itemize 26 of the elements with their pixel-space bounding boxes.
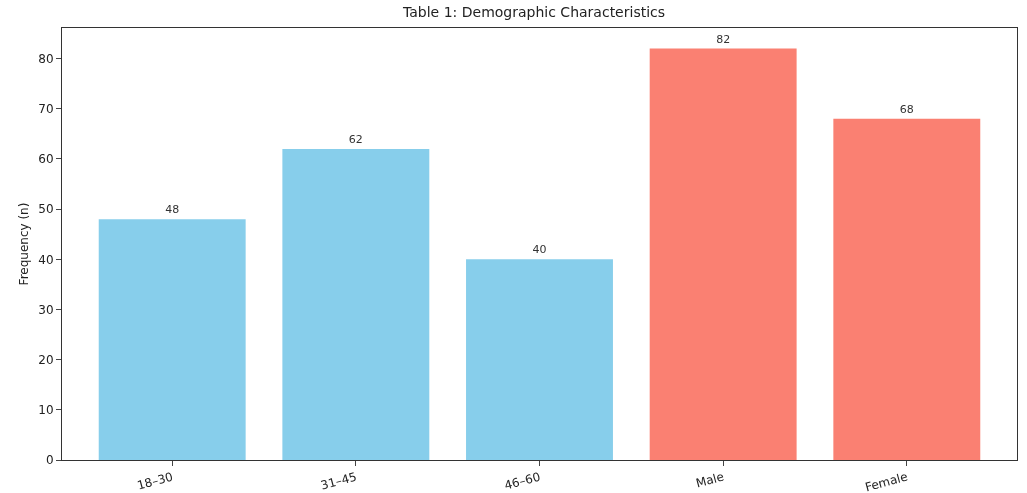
x-tick-label: 31–45	[319, 469, 359, 493]
x-tick-label: Male	[694, 469, 726, 491]
y-tick-label: 10	[38, 403, 54, 418]
y-tick-label: 70	[38, 101, 54, 116]
y-tick-label: 30	[38, 302, 54, 317]
bar	[98, 219, 246, 460]
chart-title: Table 1: Demographic Characteristics	[402, 4, 666, 21]
data-label: 82	[716, 32, 731, 46]
y-tick-label: 80	[38, 51, 54, 66]
data-label: 40	[532, 243, 547, 257]
y-tick-label: 20	[38, 352, 54, 367]
bar	[282, 148, 430, 460]
y-tick-label: 50	[38, 202, 54, 217]
data-label: 48	[165, 203, 180, 217]
y-tick-label: 40	[38, 252, 54, 267]
bar	[649, 48, 797, 460]
y-axis-title: Frequency (n)	[17, 202, 31, 286]
x-tick-label: 18–30	[135, 469, 175, 493]
bar	[466, 259, 613, 460]
x-tick-label: 46–60	[502, 469, 542, 493]
data-label: 68	[899, 102, 914, 116]
data-label: 62	[348, 132, 363, 146]
y-tick-label: 0	[45, 453, 54, 468]
bar	[833, 118, 981, 460]
x-tick-label: Female	[863, 469, 910, 493]
y-tick-label: 60	[38, 152, 54, 167]
